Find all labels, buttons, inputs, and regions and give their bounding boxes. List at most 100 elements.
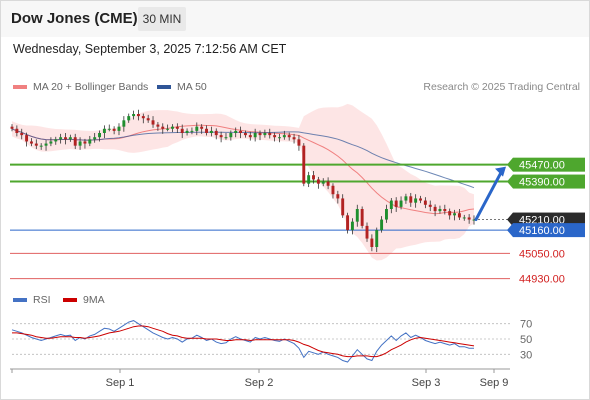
rsi-tick-label: 30 bbox=[520, 349, 532, 361]
interval-button[interactable]: 30 MIN bbox=[138, 7, 186, 31]
price-level-tag-pointer bbox=[507, 223, 513, 238]
candle-body bbox=[78, 141, 82, 146]
candle-body bbox=[360, 209, 364, 226]
candle-body bbox=[380, 219, 384, 231]
ma50-swatch-icon bbox=[157, 85, 171, 89]
candle-body bbox=[175, 126, 179, 129]
candle-body bbox=[161, 126, 165, 129]
candle-body bbox=[49, 141, 53, 144]
timestamp: Wednesday, September 3, 2025 7:12:56 AM … bbox=[13, 42, 287, 56]
candle-body bbox=[107, 128, 111, 130]
candle-body bbox=[54, 139, 58, 142]
candle-body bbox=[200, 126, 204, 129]
candle-body bbox=[141, 116, 145, 119]
candle-body bbox=[180, 128, 184, 133]
candle-body bbox=[302, 145, 306, 184]
candle-body bbox=[336, 194, 340, 199]
candle-body bbox=[365, 225, 369, 239]
candle-body bbox=[10, 126, 14, 129]
candle-body bbox=[185, 130, 189, 133]
price-level-tag-pointer bbox=[507, 174, 513, 189]
forecast-arrow-head bbox=[495, 166, 506, 177]
forecast-arrow-icon bbox=[474, 166, 506, 222]
candle-body bbox=[15, 128, 19, 133]
candle-body bbox=[93, 137, 97, 140]
candle-body bbox=[385, 209, 388, 220]
candle-body bbox=[331, 185, 335, 195]
candle-body bbox=[151, 120, 155, 125]
candle-body bbox=[467, 217, 471, 220]
price-level-tag-current bbox=[513, 212, 585, 227]
candle-body bbox=[292, 137, 296, 140]
candle-body bbox=[326, 181, 330, 186]
legend-ma20-label: MA 20 + Bollinger Bands bbox=[33, 81, 149, 93]
price-level-tag-resistance bbox=[513, 174, 585, 189]
candle-body bbox=[350, 221, 354, 231]
candle-body bbox=[428, 204, 432, 207]
candle-body bbox=[166, 128, 170, 130]
candle-body bbox=[278, 137, 281, 139]
candle-body bbox=[287, 135, 291, 138]
rsi-ma-swatch-icon bbox=[63, 298, 77, 302]
candle-body bbox=[88, 139, 92, 144]
candle-body bbox=[102, 128, 106, 133]
candle-body bbox=[44, 143, 48, 146]
candle-body bbox=[117, 126, 121, 131]
rsi-tick-label: 50 bbox=[520, 334, 532, 346]
candle-body bbox=[243, 133, 247, 136]
candle-body bbox=[375, 230, 379, 247]
candle-body bbox=[414, 198, 418, 203]
candle-body bbox=[370, 238, 374, 247]
candle-body bbox=[248, 135, 252, 138]
candle-body bbox=[321, 181, 325, 184]
price-level-label: 45470.00 bbox=[519, 160, 565, 172]
price-level-labels: 45470.0045390.0045210.0045160.0045050.00… bbox=[507, 157, 585, 286]
candle-body bbox=[258, 133, 262, 136]
candle-body bbox=[341, 198, 345, 216]
legend-ma50-label: MA 50 bbox=[177, 81, 207, 93]
instrument-title: Dow Jones (CME) bbox=[11, 10, 138, 27]
copyright: Research © 2025 Trading Central bbox=[423, 81, 580, 93]
candle-body bbox=[307, 175, 311, 184]
candle-body bbox=[190, 130, 194, 132]
time-axis-label: Sep 3 bbox=[412, 377, 441, 389]
price-levels bbox=[10, 163, 510, 280]
candle-body bbox=[29, 141, 33, 144]
candle-body bbox=[112, 128, 116, 131]
candle-body bbox=[127, 116, 131, 121]
ma20-swatch-icon bbox=[13, 85, 27, 89]
candle-body bbox=[98, 133, 101, 138]
candle-body bbox=[219, 135, 223, 138]
candle-body bbox=[404, 196, 408, 201]
price-level-label: 45390.00 bbox=[519, 177, 565, 189]
candle-body bbox=[433, 206, 437, 212]
candle-body bbox=[268, 133, 272, 136]
candle-body bbox=[394, 200, 398, 207]
rsi-line bbox=[11, 320, 474, 363]
candle-body bbox=[419, 198, 422, 201]
price-level-tag-pivot bbox=[513, 223, 585, 238]
rsi-panel: 70 50 30 bbox=[11, 319, 532, 363]
candle-body bbox=[239, 130, 243, 133]
candle-body bbox=[20, 133, 24, 136]
candle-body bbox=[443, 209, 447, 212]
rsi-swatch-icon bbox=[13, 298, 27, 302]
candle-body bbox=[73, 137, 77, 146]
price-level-label: 45050.00 bbox=[519, 248, 565, 260]
candle-body bbox=[448, 211, 452, 216]
legend-rsi: RSI bbox=[13, 294, 51, 306]
candle-body bbox=[195, 126, 199, 131]
legend-rsi-ma-label: 9MA bbox=[83, 294, 105, 306]
candle-body bbox=[136, 114, 140, 117]
time-axis-label: Sep 9 bbox=[480, 377, 509, 389]
candle-body bbox=[205, 128, 208, 133]
candle-body bbox=[355, 209, 359, 222]
price-level-tag-pointer bbox=[507, 212, 513, 227]
candles bbox=[10, 109, 476, 253]
candle-body bbox=[83, 141, 87, 144]
candle-body bbox=[224, 137, 228, 139]
candle-body bbox=[316, 179, 320, 184]
price-level-tag-pointer bbox=[507, 157, 513, 172]
